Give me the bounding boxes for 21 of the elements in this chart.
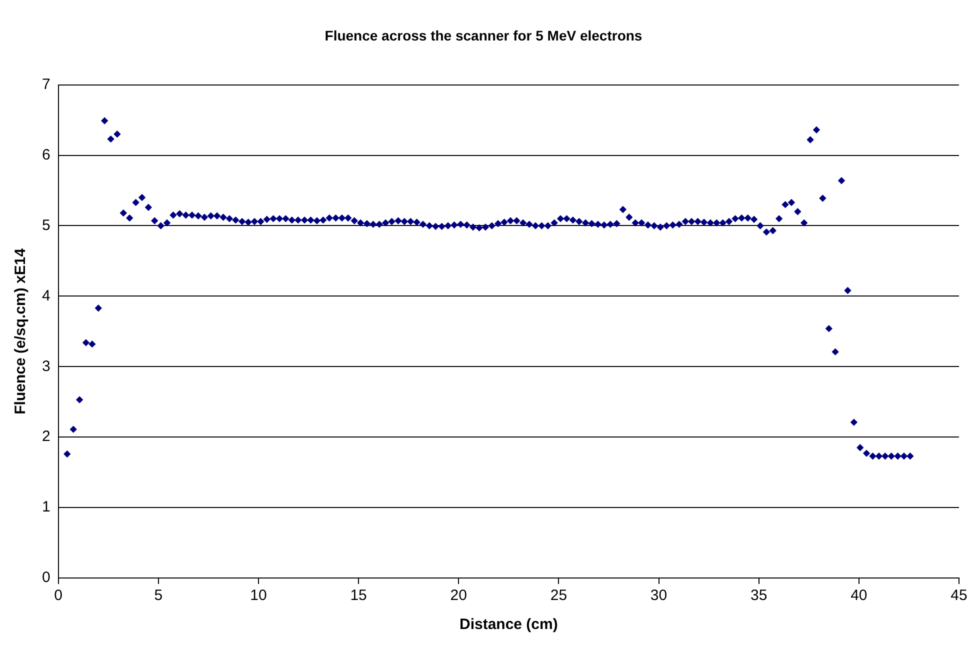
y-tick-label: 2 <box>42 428 50 446</box>
x-tick-label: 5 <box>154 587 163 604</box>
y-tick-label: 1 <box>42 498 50 516</box>
x-axis-title: Distance (cm) <box>459 616 558 634</box>
x-tick-label: 30 <box>650 587 668 604</box>
x-tick-label: 45 <box>950 587 968 604</box>
y-tick-label: 7 <box>42 76 50 93</box>
x-tick-label: 20 <box>450 587 467 604</box>
y-tick-label: 6 <box>42 146 50 164</box>
x-tick-label: 25 <box>550 587 568 604</box>
x-tick-label: 0 <box>54 587 63 604</box>
x-tick-label: 35 <box>750 587 768 604</box>
y-axis-title: Fluence (e/sq.cm) xE14 <box>12 248 30 414</box>
y-tick-label: 0 <box>42 569 50 586</box>
chart-title: Fluence across the scanner for 5 MeV electrons <box>324 27 642 44</box>
y-tick-label: 3 <box>42 358 50 375</box>
x-tick-label: 40 <box>850 587 868 604</box>
y-tick-label: 5 <box>42 216 50 234</box>
x-tick-label: 15 <box>350 587 367 604</box>
y-tick-label: 4 <box>42 287 50 304</box>
x-tick-label: 10 <box>250 587 267 604</box>
